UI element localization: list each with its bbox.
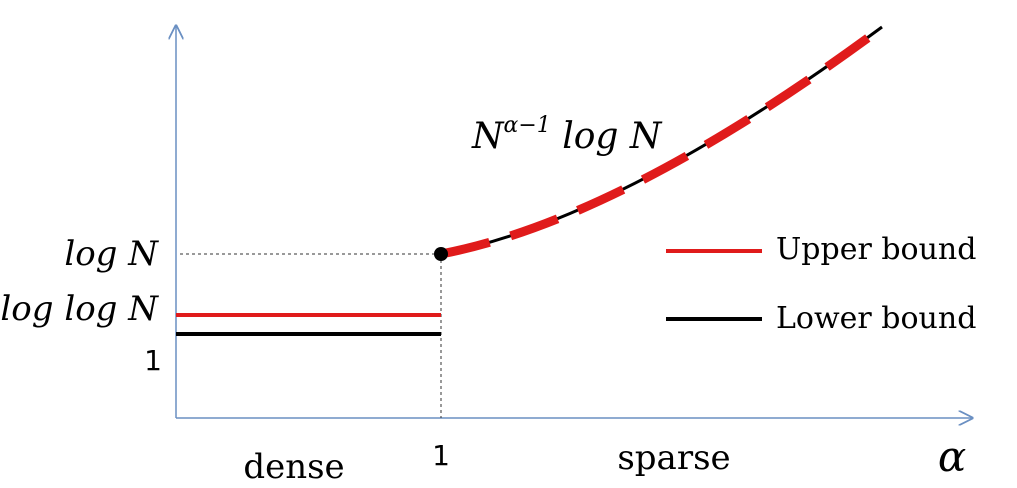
region-sparse-label: sparse [617,438,730,478]
curve-annotation-exponent: α−1 [504,113,551,138]
y-tick-one: 1 [144,344,162,377]
legend-lower-label: Lower bound [776,301,976,336]
region-dense-label: dense [243,447,344,487]
curve-annotation-base: N [471,116,505,157]
transition-point [434,247,448,261]
upper-bound-sparse [440,28,879,259]
legend: Upper bound Lower bound [666,232,976,336]
y-tick-logN: log N [64,234,159,274]
curve-annotation: Nα−1 log N [471,113,663,157]
lower-bound-sparse [440,25,883,256]
y-tick-loglogN: log log N [0,289,159,329]
x-axis-label: α [938,432,966,481]
legend-upper-label: Upper bound [776,232,976,267]
curve-annotation-tail: log N [551,116,663,157]
x-tick-one: 1 [432,439,450,472]
